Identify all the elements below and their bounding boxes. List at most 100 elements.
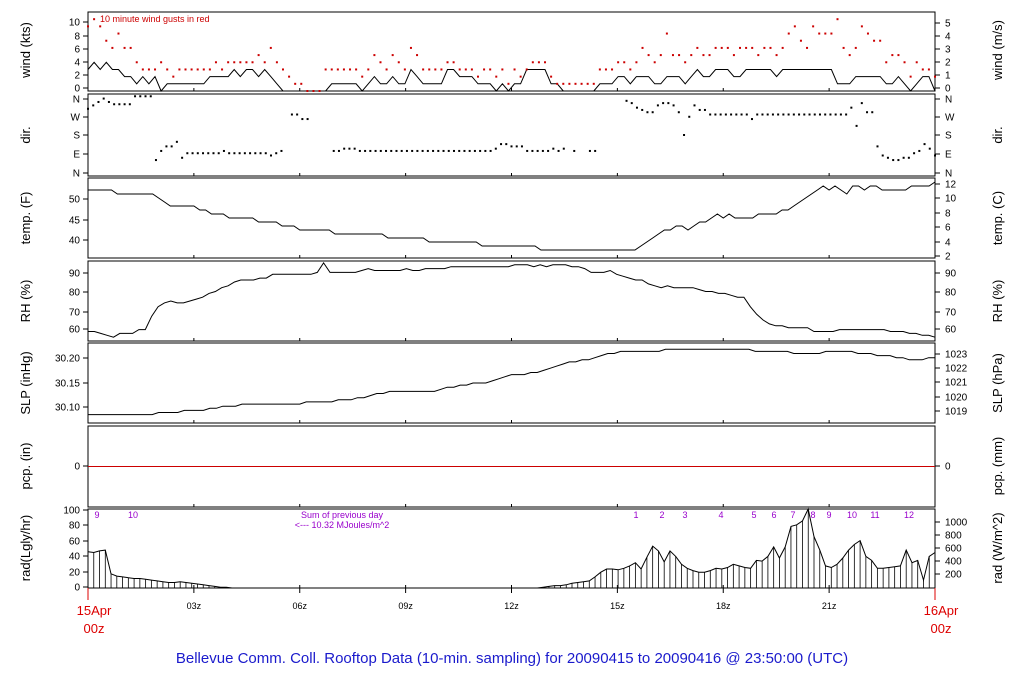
dir-data-point (348, 147, 351, 150)
dir-tick-label-left: E (73, 150, 80, 161)
dir-data-point (217, 152, 220, 155)
dir-data-point (792, 113, 795, 116)
temp-tick-label-left: 50 (69, 195, 81, 206)
dir-data-point (353, 147, 356, 150)
dir-data-point (139, 95, 142, 98)
rad-hour-label: 11 (870, 510, 879, 520)
wind-data-point (513, 68, 516, 71)
dir-data-point (845, 113, 848, 116)
wind-data-point (422, 68, 425, 71)
dir-data-point (897, 159, 900, 162)
wind-data-point (537, 61, 540, 64)
wind-tick-label-left: 4 (74, 58, 80, 69)
wind-data-point (409, 46, 412, 49)
dir-data-point (160, 149, 163, 152)
wind-data-point (495, 75, 498, 78)
wind-data-point (105, 39, 108, 42)
slp-ylabel-right: SLP (hPa) (990, 353, 1005, 413)
wind-data-point (921, 68, 924, 71)
dir-data-point (144, 95, 147, 98)
dir-data-point (113, 103, 116, 106)
rh-tick-label-right: 90 (945, 269, 957, 280)
wind-data-point (732, 54, 735, 57)
dir-data-point (395, 149, 398, 152)
wind-data-point (714, 46, 717, 49)
wind-data-point (391, 54, 394, 57)
dir-data-point (437, 149, 440, 152)
temp-ylabel-right: temp. (C) (990, 191, 1005, 245)
dir-data-point (839, 113, 842, 116)
dir-data-point (238, 152, 241, 155)
wind-data-point (641, 46, 644, 49)
wind-data-point (739, 46, 742, 49)
dir-data-point (447, 149, 450, 152)
wind-tick-label-left: 2 (74, 71, 80, 82)
rad-tick-label-right: 600 (945, 544, 962, 555)
wind-data-point (860, 25, 863, 28)
wind-data-point (367, 68, 370, 71)
rad-tick-label-left: 40 (69, 552, 81, 563)
dir-data-point (683, 134, 686, 136)
wind-data-point (598, 68, 601, 71)
dir-data-point (92, 104, 95, 107)
dir-data-point (672, 104, 675, 107)
wind-data-point (294, 82, 297, 85)
wind-data-point (690, 54, 693, 57)
wind-data-point (458, 68, 461, 71)
dir-data-point (698, 108, 701, 111)
dir-data-point (301, 118, 304, 121)
dir-data-point (881, 154, 884, 157)
dir-data-point (196, 152, 199, 155)
dir-data-point (813, 113, 816, 116)
dir-data-point (280, 149, 283, 152)
dir-tick-label-left: S (73, 131, 80, 142)
wind-tick-label-left: 8 (74, 32, 80, 43)
dir-data-point (249, 152, 252, 155)
wind-data-point (428, 68, 431, 71)
wind-data-point (166, 68, 169, 71)
wind-data-point (342, 68, 345, 71)
wind-data-point (824, 32, 827, 35)
rh-tick-label-left: 60 (69, 325, 81, 336)
dir-data-point (735, 113, 738, 116)
time-axis-label: 03z (187, 601, 202, 611)
wind-data-point (141, 68, 144, 71)
chart-footer-title: Bellevue Comm. Coll. Rooftop Data (10-mi… (175, 650, 849, 667)
dir-data-point (824, 113, 827, 116)
wind-data-point (275, 61, 278, 64)
dir-data-point (134, 95, 137, 98)
wind-data-point (903, 61, 906, 64)
time-end-date: 16Apr (924, 603, 959, 618)
wind-data-point (452, 61, 455, 64)
time-start-date: 15Apr (77, 603, 112, 618)
pcp-tick-label-right: 0 (945, 462, 951, 473)
wind-data-point (696, 46, 699, 49)
dir-data-point (782, 113, 785, 116)
dir-data-point (777, 113, 780, 116)
wind-data-point (483, 68, 486, 71)
wind-data-point (665, 32, 668, 35)
dir-data-point (484, 149, 487, 152)
wind-data-point (221, 68, 224, 71)
dir-tick-label-right: S (945, 131, 952, 142)
dir-data-point (468, 149, 471, 152)
dir-data-point (97, 100, 100, 103)
dir-tick-label-right: W (945, 113, 955, 124)
wind-data-point (135, 61, 138, 64)
dir-data-point (667, 102, 670, 105)
dir-data-point (829, 113, 832, 116)
rad-hour-label: 5 (751, 510, 756, 520)
wind-data-point (196, 68, 199, 71)
time-axis-label: 09z (398, 601, 413, 611)
slp-tick-label-right: 1020 (945, 393, 968, 404)
dir-data-point (332, 149, 335, 152)
dir-data-point (128, 103, 131, 106)
dir-data-point (296, 113, 299, 116)
dir-data-point (714, 113, 717, 116)
wind-data-point (647, 54, 650, 57)
time-end-hour: 00z (931, 621, 952, 636)
dir-data-point (913, 152, 916, 155)
wind-data-point (897, 54, 900, 57)
dir-data-point (557, 149, 560, 152)
dir-ylabel-right: dir. (990, 126, 1005, 143)
